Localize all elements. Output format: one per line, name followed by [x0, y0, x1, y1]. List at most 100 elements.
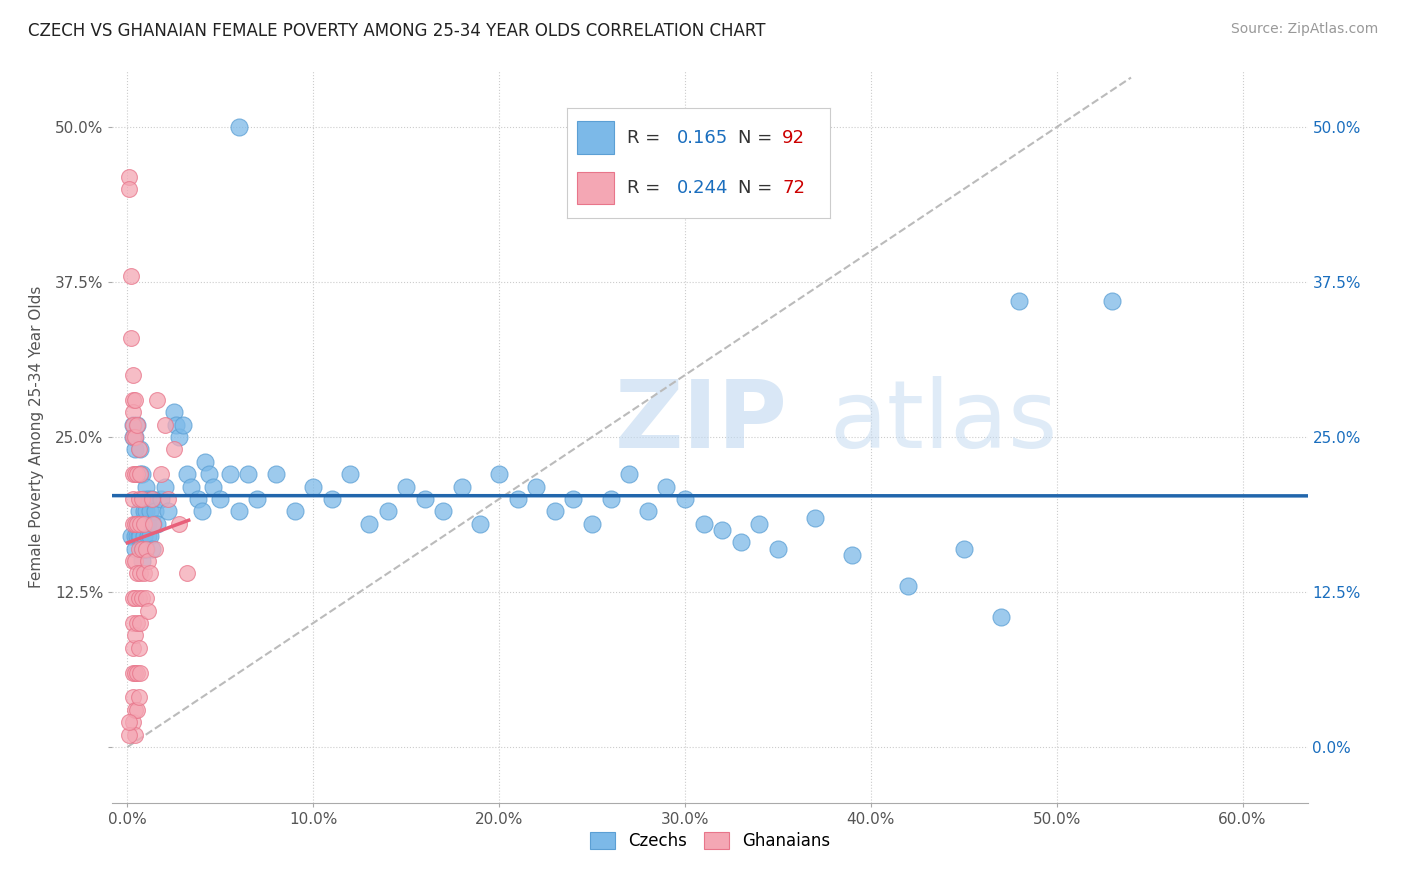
Point	[136, 604, 159, 618]
Point	[165, 417, 187, 432]
Point	[432, 504, 454, 518]
Point	[129, 615, 152, 630]
Point	[122, 554, 145, 568]
Point	[599, 491, 621, 506]
Point	[176, 467, 198, 482]
Point	[637, 504, 659, 518]
Text: Source: ZipAtlas.com: Source: ZipAtlas.com	[1230, 22, 1378, 37]
Point	[146, 392, 169, 407]
Point	[135, 516, 157, 531]
Point	[128, 442, 150, 457]
Point	[952, 541, 974, 556]
Point	[488, 467, 510, 482]
Point	[122, 640, 145, 655]
Point	[128, 640, 150, 655]
Point	[129, 529, 152, 543]
Point	[136, 529, 159, 543]
Point	[711, 523, 734, 537]
Point	[377, 504, 399, 518]
Point	[141, 541, 163, 556]
Point	[129, 516, 152, 531]
Point	[209, 491, 232, 506]
Point	[128, 529, 150, 543]
Point	[124, 703, 146, 717]
Point	[153, 417, 176, 432]
Point	[169, 516, 191, 531]
Point	[128, 591, 150, 606]
Point	[149, 467, 172, 482]
Point	[302, 480, 325, 494]
Point	[122, 715, 145, 730]
Point	[118, 169, 141, 184]
Point	[157, 504, 180, 518]
Text: atlas: atlas	[830, 376, 1057, 468]
Point	[124, 665, 146, 680]
Point	[122, 405, 145, 419]
Point	[897, 579, 920, 593]
Point	[506, 491, 529, 506]
Point	[128, 491, 150, 506]
Point	[132, 529, 155, 543]
Point	[132, 504, 155, 518]
Point	[470, 516, 492, 531]
Point	[129, 516, 152, 531]
Point	[124, 728, 146, 742]
Point	[138, 529, 160, 543]
Point	[124, 430, 146, 444]
Point	[125, 615, 148, 630]
Point	[129, 467, 152, 482]
Point	[124, 529, 146, 543]
Point	[125, 529, 148, 543]
Point	[562, 491, 585, 506]
Point	[128, 541, 150, 556]
Point	[128, 690, 150, 705]
Point	[124, 392, 146, 407]
Point	[129, 467, 152, 482]
Point	[692, 516, 714, 531]
Point	[841, 548, 863, 562]
Point	[136, 516, 159, 531]
Point	[118, 182, 141, 196]
Point	[143, 504, 166, 518]
Point	[122, 516, 145, 531]
Point	[1101, 293, 1123, 308]
Point	[180, 480, 202, 494]
Point	[149, 491, 172, 506]
Point	[187, 491, 209, 506]
Point	[617, 467, 640, 482]
Point	[125, 417, 148, 432]
Text: CZECH VS GHANAIAN FEMALE POVERTY AMONG 25-34 YEAR OLDS CORRELATION CHART: CZECH VS GHANAIAN FEMALE POVERTY AMONG 2…	[28, 22, 766, 40]
Point	[194, 455, 217, 469]
Point	[136, 491, 159, 506]
Point	[1008, 293, 1031, 308]
Point	[138, 566, 160, 581]
Point	[122, 491, 145, 506]
Point	[135, 541, 157, 556]
Point	[264, 467, 287, 482]
Point	[730, 535, 752, 549]
Point	[125, 467, 148, 482]
Point	[135, 504, 157, 518]
Point	[655, 480, 678, 494]
Point	[131, 467, 153, 482]
Point	[142, 516, 165, 531]
Point	[118, 728, 141, 742]
Point	[129, 566, 152, 581]
Point	[124, 430, 146, 444]
Point	[125, 703, 148, 717]
Point	[157, 491, 180, 506]
Point	[132, 541, 155, 556]
Point	[122, 430, 145, 444]
Point	[238, 467, 260, 482]
Point	[122, 392, 145, 407]
Point	[122, 467, 145, 482]
Point	[135, 541, 157, 556]
Point	[131, 541, 153, 556]
Point	[124, 442, 146, 457]
Point	[246, 491, 269, 506]
Point	[142, 516, 165, 531]
Point	[131, 491, 153, 506]
Point	[120, 331, 142, 345]
Point	[228, 120, 250, 135]
Point	[122, 665, 145, 680]
